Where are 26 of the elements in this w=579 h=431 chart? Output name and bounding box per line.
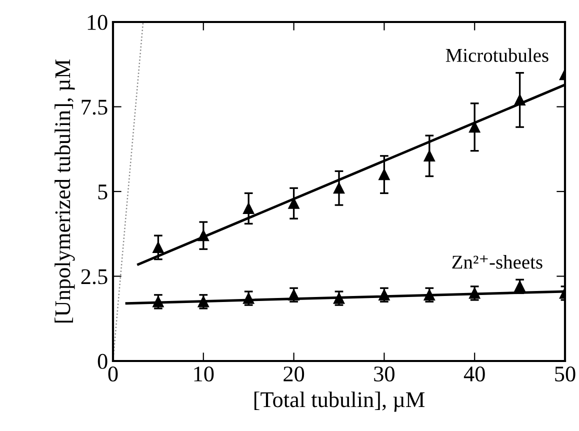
y-tick-label: 5 [98,184,108,200]
point [514,280,526,292]
point [152,242,164,253]
legend-label: Microtubules [446,48,548,62]
point [424,289,435,300]
point [243,202,254,214]
y-tick-label: 2.5 [81,269,108,284]
point [378,289,390,300]
series-label: Zn²⁺-sheets [452,255,542,269]
y-tick-label: 0 [98,354,108,369]
point [198,230,209,242]
point [424,150,435,162]
point [333,182,345,194]
point [514,94,526,106]
x-tick-label: 10 [194,366,214,382]
y-axis-title: [Unpolymerized tubulin], µM [54,60,75,322]
point [378,168,390,180]
x-tick-label: 40 [464,366,485,382]
x-tick-label: 50 [555,366,576,382]
x-tick-label: 20 [284,366,304,382]
y-tick-label: 7.5 [82,100,108,115]
x-tick-label: 0 [108,366,118,382]
x-axis-title: [Total tubulin], µM [254,392,425,412]
x-tick-label: 30 [374,366,394,382]
point [288,289,300,300]
y-tick-label: 10 [88,14,108,30]
